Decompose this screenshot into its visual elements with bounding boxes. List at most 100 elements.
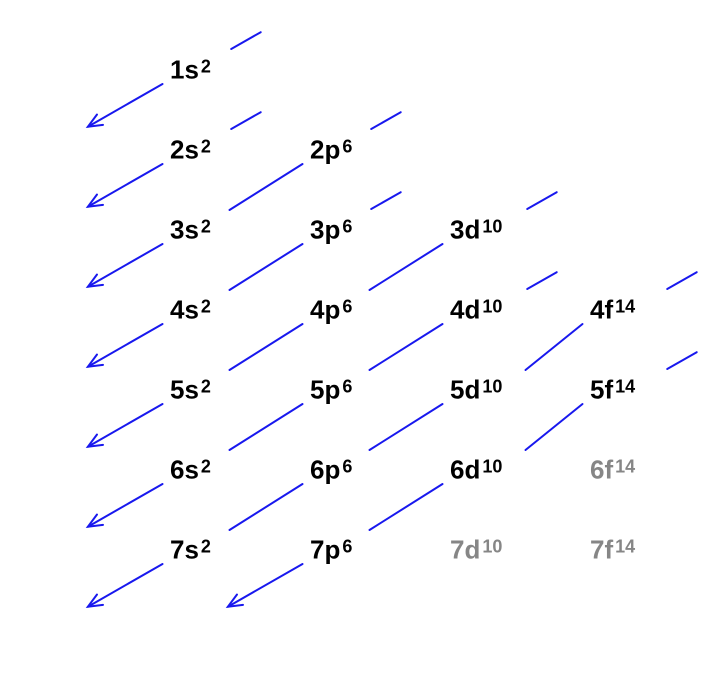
arrow-head-d3 <box>88 355 103 367</box>
orbital-base: 3s <box>170 215 199 245</box>
orbital-base: 7d <box>450 535 480 565</box>
orbital-3s: 3s2 <box>170 215 211 246</box>
orbital-1s: 1s2 <box>170 55 211 86</box>
arrow-seg-d6-tail <box>88 564 163 607</box>
orbital-exponent: 10 <box>482 216 502 236</box>
arrow-seg-d7-tail <box>228 564 303 607</box>
orbital-exponent: 6 <box>342 536 352 556</box>
orbital-6s: 6s2 <box>170 455 211 486</box>
arrow-seg-d0-tail <box>88 84 163 127</box>
orbital-base: 7s <box>170 535 199 565</box>
orbital-exponent: 2 <box>201 136 211 156</box>
orbital-exponent: 10 <box>482 536 502 556</box>
orbital-exponent: 2 <box>201 376 211 396</box>
orbital-6f: 6f14 <box>590 455 635 486</box>
orbital-2p: 2p6 <box>310 135 352 166</box>
arrow-head-d6 <box>88 595 103 607</box>
orbital-4d: 4d10 <box>450 295 502 326</box>
arrow-seg-d4-tail <box>88 404 163 447</box>
orbital-3d: 3d10 <box>450 215 502 246</box>
orbital-exponent: 2 <box>201 56 211 76</box>
orbital-exponent: 14 <box>615 376 635 396</box>
orbital-base: 6s <box>170 455 199 485</box>
arrow-seg-d5-lead <box>527 272 557 289</box>
arrow-seg-d6-lead <box>667 272 697 289</box>
arrow-seg-d7-0 <box>526 404 583 450</box>
arrow-layer <box>0 0 723 690</box>
arrow-seg-d4-lead <box>527 192 557 209</box>
orbital-4f: 4f14 <box>590 295 635 326</box>
aufbau-diagram: 1s22s22p63s23p63d104s24p64d104f145s25p65… <box>0 0 723 690</box>
orbital-base: 2s <box>170 135 199 165</box>
orbital-3p: 3p6 <box>310 215 352 246</box>
arrow-seg-d3-0 <box>230 244 303 290</box>
orbital-base: 2p <box>310 135 340 165</box>
arrow-head-d7 <box>228 595 243 607</box>
arrow-seg-d2-tail <box>88 244 163 287</box>
arrow-head-d2 <box>88 275 103 287</box>
orbital-base: 5s <box>170 375 199 405</box>
orbital-base: 3p <box>310 215 340 245</box>
orbital-exponent: 2 <box>201 216 211 236</box>
arrow-seg-d5-1 <box>230 404 303 450</box>
orbital-base: 4s <box>170 295 199 325</box>
orbital-base: 4d <box>450 295 480 325</box>
arrow-head-d0 <box>88 115 103 127</box>
orbital-base: 5p <box>310 375 340 405</box>
arrow-seg-d2-lead <box>371 112 401 129</box>
arrow-head-d5 <box>88 515 103 527</box>
orbital-base: 7f <box>590 535 613 565</box>
orbital-exponent: 6 <box>342 136 352 156</box>
arrow-seg-d7-lead <box>667 352 697 369</box>
arrow-seg-d4-0 <box>370 244 443 290</box>
orbital-exponent: 6 <box>342 216 352 236</box>
orbital-base: 4p <box>310 295 340 325</box>
orbital-exponent: 14 <box>615 536 635 556</box>
orbital-6p: 6p6 <box>310 455 352 486</box>
arrow-seg-d6-2 <box>230 484 303 530</box>
orbital-base: 7p <box>310 535 340 565</box>
orbital-base: 5f <box>590 375 613 405</box>
arrow-seg-d3-lead <box>371 192 401 209</box>
orbital-exponent: 2 <box>201 456 211 476</box>
orbital-4p: 4p6 <box>310 295 352 326</box>
arrow-seg-d6-1 <box>370 404 443 450</box>
arrow-seg-d1-lead <box>231 112 261 129</box>
orbital-exponent: 2 <box>201 296 211 316</box>
orbital-5p: 5p6 <box>310 375 352 406</box>
orbital-base: 6d <box>450 455 480 485</box>
orbital-base: 5d <box>450 375 480 405</box>
arrow-seg-d6-0 <box>526 324 583 370</box>
orbital-exponent: 6 <box>342 456 352 476</box>
orbital-5f: 5f14 <box>590 375 635 406</box>
arrow-seg-d2-0 <box>230 164 303 210</box>
arrow-seg-d5-tail <box>88 484 163 527</box>
orbital-base: 3d <box>450 215 480 245</box>
arrow-seg-d4-1 <box>230 324 303 370</box>
arrow-head-d4 <box>88 435 103 447</box>
arrow-head-d1 <box>88 195 103 207</box>
orbital-exponent: 14 <box>615 456 635 476</box>
orbital-exponent: 10 <box>482 376 502 396</box>
arrow-seg-d1-tail <box>88 164 163 207</box>
orbital-7p: 7p6 <box>310 535 352 566</box>
orbital-5d: 5d10 <box>450 375 502 406</box>
orbital-exponent: 14 <box>615 296 635 316</box>
orbital-6d: 6d10 <box>450 455 502 486</box>
orbital-base: 1s <box>170 55 199 85</box>
orbital-7s: 7s2 <box>170 535 211 566</box>
orbital-base: 4f <box>590 295 613 325</box>
orbital-7f: 7f14 <box>590 535 635 566</box>
arrow-seg-d7-1 <box>370 484 443 530</box>
arrow-seg-d0-lead <box>231 32 261 49</box>
orbital-2s: 2s2 <box>170 135 211 166</box>
orbital-exponent: 10 <box>482 296 502 316</box>
orbital-exponent: 6 <box>342 296 352 316</box>
orbital-7d: 7d10 <box>450 535 502 566</box>
orbital-4s: 4s2 <box>170 295 211 326</box>
orbital-exponent: 6 <box>342 376 352 396</box>
orbital-exponent: 2 <box>201 536 211 556</box>
arrow-seg-d3-tail <box>88 324 163 367</box>
arrow-seg-d5-0 <box>370 324 443 370</box>
orbital-5s: 5s2 <box>170 375 211 406</box>
